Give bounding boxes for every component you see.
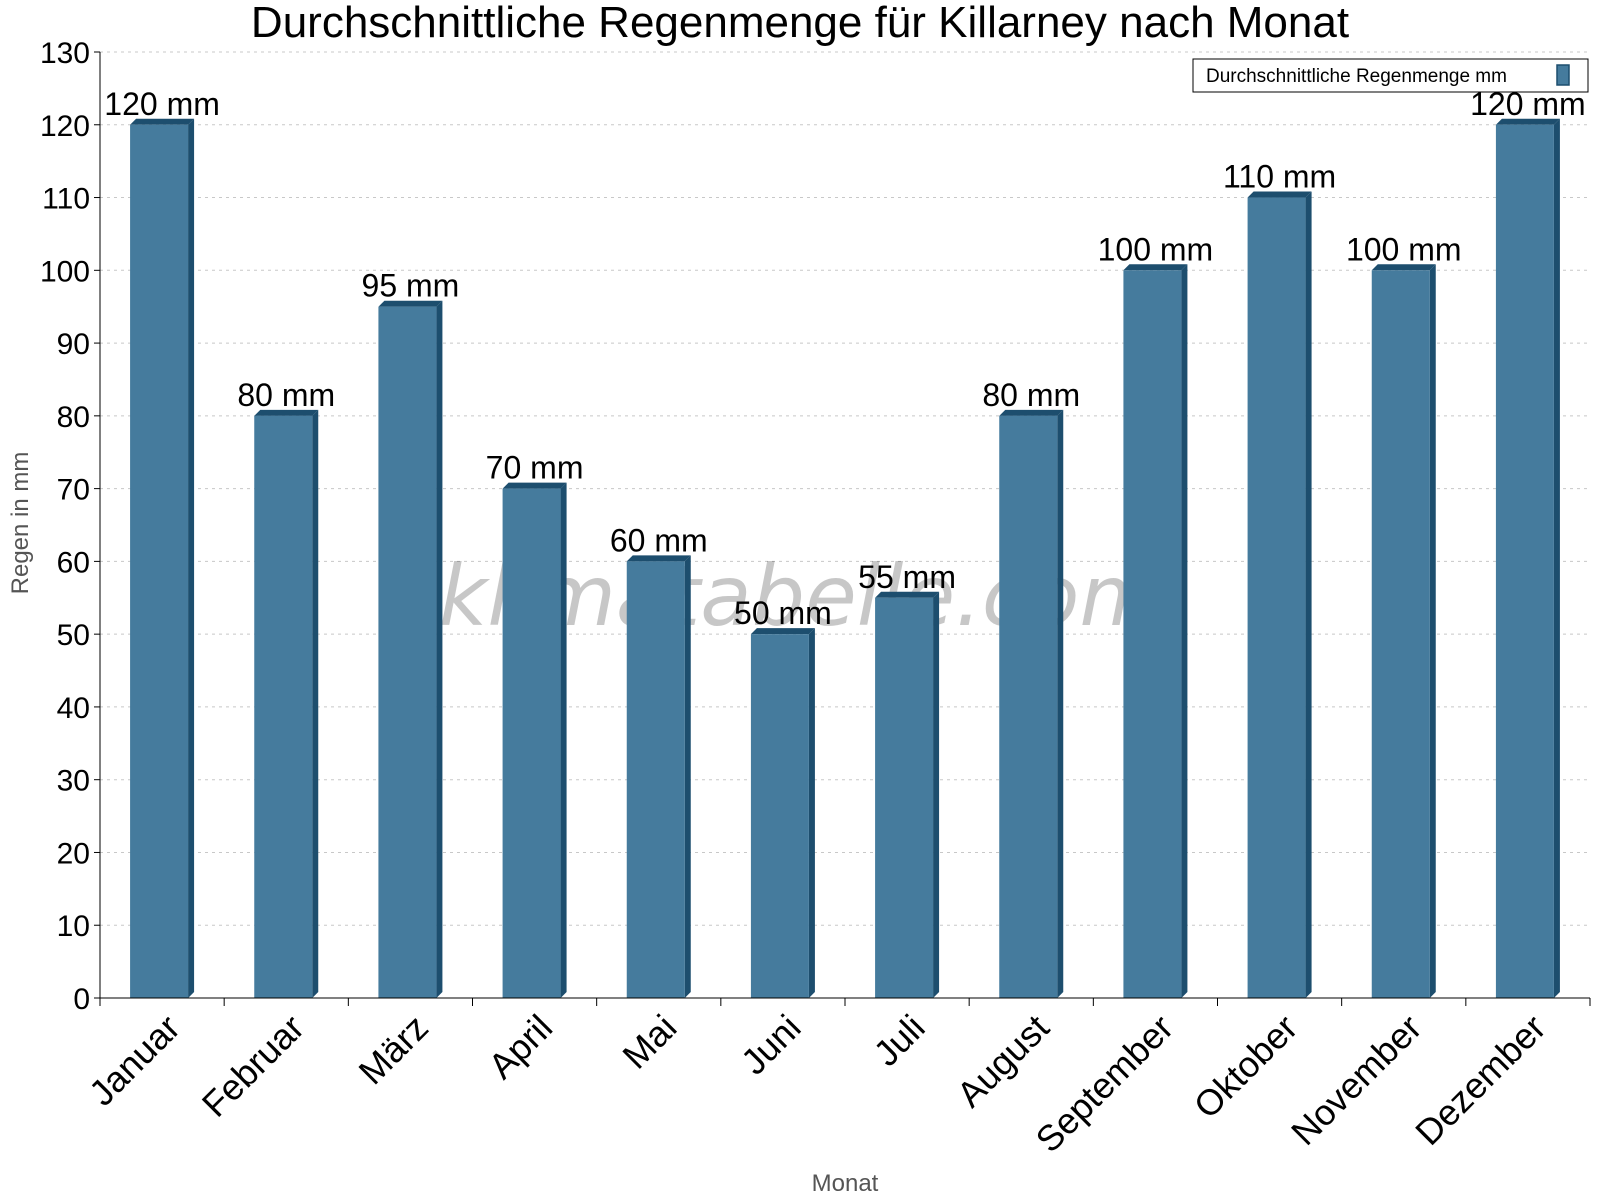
data-label-mai: 60 mm bbox=[610, 522, 708, 558]
y-tick-label-130: 130 bbox=[40, 37, 90, 70]
legend-swatch bbox=[1556, 64, 1570, 86]
bar-side bbox=[1553, 118, 1560, 999]
x-axis-title: Monat bbox=[812, 1170, 879, 1197]
bar-front bbox=[626, 561, 685, 998]
data-label-november: 100 mm bbox=[1346, 231, 1462, 267]
y-tick-label-90: 90 bbox=[57, 328, 90, 361]
data-label-februar: 80 mm bbox=[237, 377, 335, 413]
bar-april bbox=[502, 482, 567, 999]
y-tick-label-80: 80 bbox=[57, 401, 90, 434]
bar-side bbox=[312, 409, 319, 998]
bar-front bbox=[378, 306, 437, 998]
y-tick-label-30: 30 bbox=[57, 765, 90, 798]
bar-september bbox=[1123, 264, 1188, 998]
bar-oktober bbox=[1247, 191, 1312, 999]
data-label-juli: 55 mm bbox=[858, 559, 956, 595]
legend-label: Durchschnittliche Regenmenge mm bbox=[1206, 66, 1507, 87]
x-tick-labels: Januar Februar März April Mai Juni Juli AugustS… bbox=[81, 1007, 1554, 1161]
bar-februar bbox=[254, 409, 319, 998]
bar-side bbox=[188, 118, 195, 999]
bar-dezember bbox=[1495, 118, 1560, 999]
bar-maerz bbox=[378, 300, 443, 998]
x-tick-label-januar: Januar bbox=[81, 1007, 188, 1114]
y-tick-label-50: 50 bbox=[57, 619, 90, 652]
bar-top bbox=[254, 409, 319, 416]
data-labels: 120 mm 80 mm 95 mm 70 mm 60 mm 50 mm 55 mm 80 m… bbox=[104, 86, 1585, 631]
bar-top bbox=[130, 118, 195, 125]
data-label-august: 80 mm bbox=[982, 377, 1080, 413]
bar-side bbox=[1057, 409, 1064, 998]
bar-front bbox=[1495, 124, 1554, 999]
bar-top bbox=[750, 628, 815, 635]
x-tick-label-oktober: Oktober bbox=[1186, 1007, 1306, 1127]
bar-top bbox=[875, 591, 940, 598]
y-tick-label-20: 20 bbox=[57, 837, 90, 870]
bar-side bbox=[1429, 264, 1436, 998]
y-tick-label-60: 60 bbox=[57, 546, 90, 579]
data-label-maerz: 95 mm bbox=[362, 268, 460, 304]
bar-front bbox=[1371, 270, 1430, 998]
bar-top bbox=[999, 409, 1064, 416]
gridlines bbox=[100, 51, 1590, 926]
bar-front bbox=[999, 415, 1058, 998]
x-tick-label-august: August bbox=[949, 1007, 1057, 1115]
y-tick-label-100: 100 bbox=[40, 255, 90, 288]
y-tick-label-10: 10 bbox=[57, 910, 90, 943]
x-tick-label-november: November bbox=[1283, 1007, 1429, 1153]
bar-front bbox=[750, 634, 809, 998]
bar-side bbox=[933, 591, 940, 998]
bar-juni bbox=[750, 628, 815, 998]
bar-top bbox=[1495, 118, 1560, 125]
bar-top bbox=[378, 300, 443, 307]
x-tick-label-februar: Februar bbox=[194, 1007, 312, 1125]
bar-front bbox=[130, 124, 189, 999]
data-label-september: 100 mm bbox=[1098, 231, 1214, 267]
bar-front bbox=[1247, 197, 1306, 999]
bar-front bbox=[1123, 270, 1182, 998]
bar-side bbox=[808, 628, 815, 998]
bar-side bbox=[560, 482, 567, 999]
y-axis-title: Regen in mm bbox=[7, 452, 34, 595]
x-tick-label-mai: Mai bbox=[614, 1007, 684, 1077]
y-tick-label-40: 40 bbox=[57, 692, 90, 725]
bar-top bbox=[626, 555, 691, 562]
bar-august bbox=[999, 409, 1064, 998]
y-tick-label-70: 70 bbox=[57, 474, 90, 507]
bar-top bbox=[1371, 264, 1436, 271]
bar-juli bbox=[875, 591, 940, 998]
axes bbox=[94, 51, 1591, 1006]
bar-top bbox=[1247, 191, 1312, 198]
bar-front bbox=[875, 597, 934, 998]
x-tick-label-juni: Juni bbox=[733, 1007, 809, 1083]
x-tick-label-april: April bbox=[480, 1007, 560, 1087]
y-tick-label-110: 110 bbox=[42, 183, 90, 216]
bar-side bbox=[436, 300, 443, 998]
bar-januar bbox=[130, 118, 195, 999]
bar-top bbox=[1123, 264, 1188, 271]
bar-side bbox=[1305, 191, 1312, 999]
x-tick-label-maerz: März bbox=[351, 1007, 437, 1093]
data-label-juni: 50 mm bbox=[734, 595, 832, 631]
bar-mai bbox=[626, 555, 691, 998]
chart-title: Durchschnittliche Regenmenge für Killarn… bbox=[251, 0, 1349, 47]
bar-side bbox=[1181, 264, 1188, 998]
bar-front bbox=[502, 488, 561, 998]
bar-front bbox=[254, 415, 313, 998]
legend: Durchschnittliche Regenmenge mm bbox=[1192, 58, 1589, 93]
y-tick-label-120: 120 bbox=[40, 110, 90, 143]
y-tick-label-0: 0 bbox=[73, 983, 90, 1016]
x-tick-label-dezember: Dezember bbox=[1407, 1007, 1553, 1153]
y-tick-labels: 0 10 20 30 40 50 60 70 80 90 100 110 120 130 bbox=[40, 37, 90, 1016]
bar-side bbox=[684, 555, 691, 998]
bar-november bbox=[1371, 264, 1436, 998]
data-label-april: 70 mm bbox=[486, 450, 584, 486]
bar-top bbox=[502, 482, 567, 489]
data-label-januar: 120 mm bbox=[104, 86, 220, 122]
x-tick-label-juli: Juli bbox=[866, 1007, 933, 1074]
bars bbox=[130, 118, 1560, 999]
legend-box bbox=[1192, 58, 1589, 93]
data-label-oktober: 110 mm bbox=[1223, 159, 1336, 195]
